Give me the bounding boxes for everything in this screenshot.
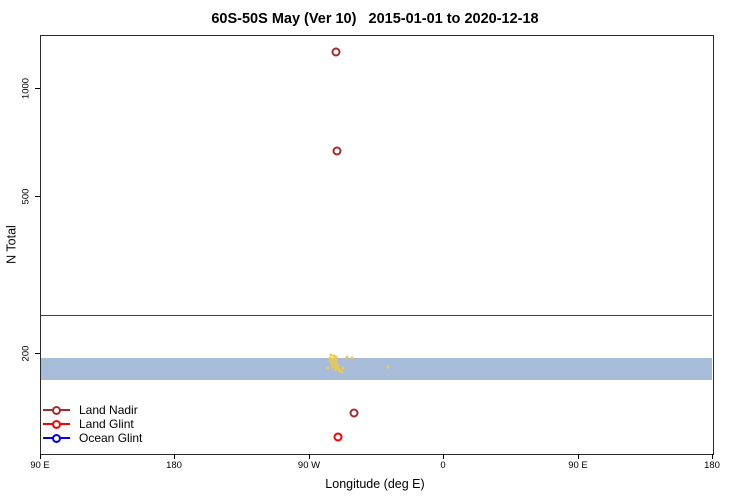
yellow-cluster-dot <box>332 354 336 358</box>
x-tick-label: 0 <box>440 460 446 471</box>
legend-item: Land Nadir <box>43 403 142 417</box>
x-tick-mark <box>712 454 713 459</box>
plot-area <box>40 35 714 455</box>
y-axis-title: N Total <box>4 225 19 264</box>
y-tick-label: 200 <box>20 345 32 362</box>
yellow-cluster-dot <box>334 358 338 362</box>
x-axis-title: Longitude (deg E) <box>325 477 425 491</box>
data-point-land-nadir <box>332 146 342 156</box>
yellow-cluster-dot <box>337 367 341 371</box>
x-tick-mark <box>309 454 310 459</box>
yellow-cluster-dot <box>334 366 338 370</box>
legend-label: Land Nadir <box>79 403 138 417</box>
yellow-cluster-dot <box>329 353 333 357</box>
yellow-cluster-dot <box>340 370 344 374</box>
yellow-cluster-dot <box>334 361 338 365</box>
x-tick-mark <box>174 454 175 459</box>
legend-item: Land Glint <box>43 417 142 431</box>
legend-item: Ocean Glint <box>43 431 142 445</box>
yellow-cluster-dot <box>386 365 390 369</box>
legend-circle-icon <box>52 405 61 415</box>
x-tick-label: 90 E <box>30 460 50 471</box>
yellow-cluster-dot <box>336 364 340 368</box>
axis-break-line <box>41 315 712 316</box>
legend-marker-icon <box>43 405 70 415</box>
chart-title: 60S-50S May (Ver 10) 2015-01-01 to 2020-… <box>211 11 539 27</box>
yellow-cluster-dot <box>334 355 338 359</box>
data-point-land-nadir <box>331 47 341 57</box>
y-tick-mark <box>35 196 40 197</box>
y-tick-label: 1000 <box>20 77 32 100</box>
y-tick-mark <box>35 88 40 89</box>
x-tick-label: 180 <box>166 460 182 471</box>
legend-circle-icon <box>52 433 61 443</box>
yellow-cluster-dot <box>328 359 332 363</box>
x-tick-label: 90 E <box>568 460 588 471</box>
x-tick-mark <box>443 454 444 459</box>
yellow-cluster-dot <box>331 360 335 364</box>
legend: Land Nadir Land Glint Ocean Glint <box>43 403 142 445</box>
x-tick-label: 90 W <box>297 460 321 471</box>
yellow-cluster-dot <box>338 369 342 373</box>
legend-circle-icon <box>52 419 61 429</box>
yellow-cluster-dot <box>345 355 349 359</box>
yellow-cluster-dot <box>331 365 335 369</box>
yellow-cluster-dot <box>330 362 334 366</box>
yellow-cluster-dot <box>328 356 332 360</box>
yellow-cluster-dot <box>350 356 354 360</box>
yellow-cluster-dot <box>333 363 337 367</box>
x-tick-label: 180 <box>704 460 720 471</box>
legend-label: Ocean Glint <box>79 431 143 445</box>
y-tick-mark <box>35 353 40 354</box>
legend-marker-icon <box>43 433 70 443</box>
x-tick-mark <box>578 454 579 459</box>
x-tick-mark <box>40 454 41 459</box>
y-tick-label: 500 <box>20 188 32 205</box>
legend-marker-icon <box>43 419 70 429</box>
yellow-cluster-dot <box>331 357 335 361</box>
data-point-land-glint <box>333 432 343 442</box>
yellow-cluster-dot <box>334 368 338 372</box>
legend-label: Land Glint <box>79 417 134 431</box>
yellow-cluster-dot <box>341 366 345 370</box>
ocean-glint-band <box>41 358 712 380</box>
data-point-land-nadir <box>349 408 359 418</box>
yellow-cluster-dot <box>326 366 330 370</box>
